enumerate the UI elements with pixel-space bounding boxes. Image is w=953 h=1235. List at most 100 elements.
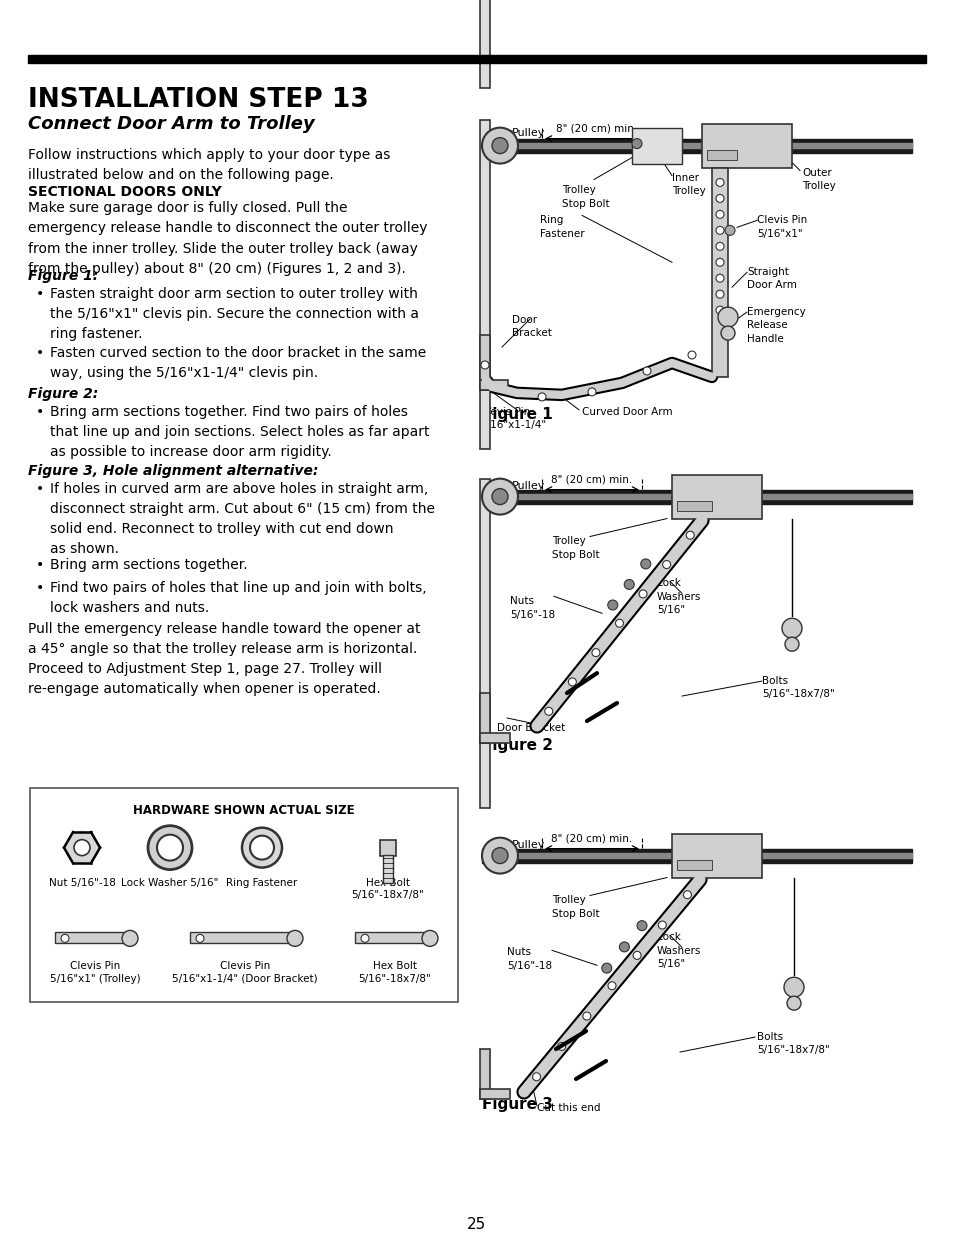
- Text: Bolts
5/16"-18x7/8": Bolts 5/16"-18x7/8": [761, 676, 834, 699]
- Circle shape: [587, 388, 596, 396]
- Text: Figure 3, Hole alignment alternative:: Figure 3, Hole alignment alternative:: [28, 463, 318, 478]
- Circle shape: [716, 290, 723, 298]
- Circle shape: [724, 225, 734, 236]
- Bar: [55, 932, 135, 944]
- Text: Nuts
5/16"-18: Nuts 5/16"-18: [510, 597, 555, 620]
- Text: Ring Fastener: Ring Fastener: [226, 878, 297, 888]
- Text: •: •: [36, 405, 44, 419]
- Bar: [479, 120, 490, 448]
- Text: HARDWARE SHOWN ACTUAL SIZE: HARDWARE SHOWN ACTUAL SIZE: [133, 804, 355, 816]
- Circle shape: [682, 890, 691, 899]
- Circle shape: [716, 258, 723, 267]
- Text: Outer
Trolley: Outer Trolley: [801, 168, 835, 190]
- Text: Ring
Fastener: Ring Fastener: [539, 215, 584, 238]
- Circle shape: [287, 930, 303, 946]
- Circle shape: [623, 579, 634, 589]
- Circle shape: [481, 479, 517, 515]
- Text: SECTIONAL DOORS ONLY: SECTIONAL DOORS ONLY: [28, 185, 221, 200]
- Text: Clevis Pin
5/16"x1-1/4": Clevis Pin 5/16"x1-1/4": [479, 406, 545, 430]
- Bar: [481, 848, 911, 862]
- Circle shape: [784, 637, 799, 651]
- Text: If holes in curved arm are above holes in straight arm,
disconnect straight arm.: If holes in curved arm are above holes i…: [50, 482, 435, 556]
- Bar: [479, 732, 510, 743]
- Circle shape: [481, 837, 517, 873]
- Bar: [671, 834, 761, 878]
- Circle shape: [633, 951, 640, 960]
- Text: Nuts
5/16"-18: Nuts 5/16"-18: [506, 947, 552, 971]
- Bar: [382, 855, 393, 883]
- Text: Cut this end: Cut this end: [537, 1103, 599, 1113]
- Bar: [671, 474, 761, 519]
- Circle shape: [662, 561, 670, 568]
- Text: Emergency
Release
Handle: Emergency Release Handle: [746, 308, 805, 343]
- Text: Clevis Pin
5/16"x1": Clevis Pin 5/16"x1": [757, 215, 806, 238]
- Circle shape: [716, 306, 723, 314]
- Circle shape: [607, 600, 618, 610]
- Circle shape: [639, 590, 646, 598]
- Text: •: •: [36, 346, 44, 361]
- Text: Clevis Pin
5/16"x1-1/4" (Door Bracket): Clevis Pin 5/16"x1-1/4" (Door Bracket): [172, 961, 317, 984]
- Text: Figure 1: Figure 1: [481, 406, 552, 422]
- Text: Fasten straight door arm section to outer trolley with
the 5/16"x1" clevis pin. : Fasten straight door arm section to oute…: [50, 288, 418, 341]
- Bar: [677, 860, 711, 869]
- Circle shape: [720, 326, 734, 340]
- Bar: [479, 479, 490, 808]
- Text: Lock Washer 5/16": Lock Washer 5/16": [121, 878, 218, 888]
- Circle shape: [492, 847, 507, 863]
- Circle shape: [61, 935, 69, 942]
- Circle shape: [716, 194, 723, 203]
- Bar: [677, 500, 711, 510]
- Circle shape: [537, 393, 545, 401]
- Circle shape: [122, 930, 138, 946]
- Text: Hex Bolt
5/16"-18x7/8": Hex Bolt 5/16"-18x7/8": [352, 878, 424, 900]
- Text: •: •: [36, 482, 44, 495]
- Bar: [479, 693, 490, 743]
- Text: Inner
Trolley: Inner Trolley: [671, 173, 705, 195]
- Circle shape: [687, 351, 696, 359]
- Circle shape: [157, 835, 183, 861]
- Bar: [631, 127, 681, 163]
- Circle shape: [637, 920, 646, 931]
- Text: Trolley
Stop Bolt: Trolley Stop Bolt: [552, 895, 599, 919]
- Circle shape: [568, 678, 576, 685]
- Bar: [479, 380, 507, 390]
- Circle shape: [492, 137, 507, 153]
- Circle shape: [716, 210, 723, 219]
- Text: Lock
Washers
5/16": Lock Washers 5/16": [657, 578, 700, 615]
- Text: Connect Door Arm to Trolley: Connect Door Arm to Trolley: [28, 115, 314, 132]
- Bar: [30, 788, 457, 1002]
- Circle shape: [65, 831, 99, 864]
- Text: Bring arm sections together. Find two pairs of holes
that line up and join secti: Bring arm sections together. Find two pa…: [50, 405, 429, 459]
- Circle shape: [582, 1013, 590, 1020]
- Text: Bring arm sections together.: Bring arm sections together.: [50, 558, 248, 573]
- Circle shape: [718, 308, 738, 327]
- Text: Trolley
Stop Bolt: Trolley Stop Bolt: [561, 185, 609, 209]
- Bar: [379, 840, 395, 856]
- Circle shape: [640, 559, 650, 569]
- Text: •: •: [36, 288, 44, 301]
- Text: Nut 5/16"-18: Nut 5/16"-18: [49, 878, 115, 888]
- Text: Door Bracket: Door Bracket: [497, 722, 565, 734]
- Text: Figure 2: Figure 2: [481, 739, 553, 753]
- Circle shape: [421, 930, 437, 946]
- Circle shape: [591, 648, 599, 657]
- Circle shape: [558, 1042, 565, 1051]
- Circle shape: [642, 367, 650, 375]
- Bar: [28, 54, 925, 63]
- Circle shape: [618, 942, 629, 952]
- Circle shape: [250, 836, 274, 860]
- Circle shape: [360, 935, 369, 942]
- Circle shape: [532, 1073, 540, 1081]
- Text: •: •: [36, 582, 44, 595]
- Text: Trolley
Stop Bolt: Trolley Stop Bolt: [552, 536, 599, 559]
- Bar: [479, 1089, 510, 1099]
- Circle shape: [783, 977, 803, 997]
- Text: Figure 1:: Figure 1:: [28, 269, 98, 283]
- Circle shape: [242, 827, 282, 867]
- Circle shape: [481, 127, 517, 163]
- Text: Follow instructions which apply to your door type as
illustrated below and on th: Follow instructions which apply to your …: [28, 148, 390, 182]
- Text: Pulley: Pulley: [512, 480, 545, 490]
- Text: 25: 25: [467, 1216, 486, 1231]
- Circle shape: [74, 840, 90, 856]
- Bar: [711, 168, 727, 377]
